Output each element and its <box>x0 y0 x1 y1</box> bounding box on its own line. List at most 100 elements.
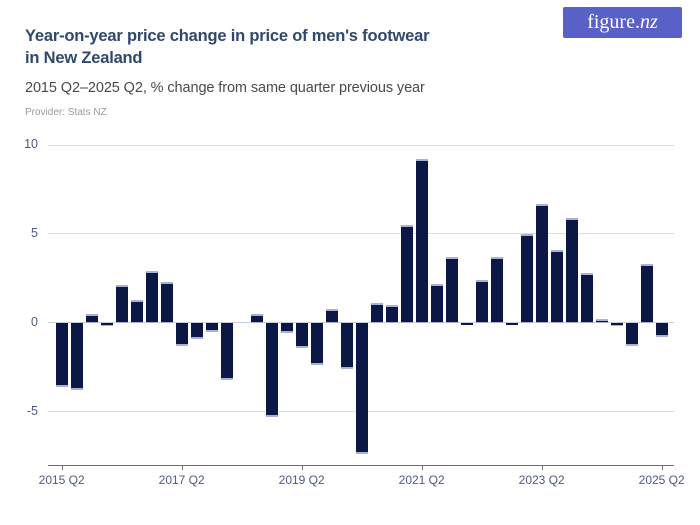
bar-cap <box>310 363 323 366</box>
bar-2015-q2[interactable] <box>55 322 68 387</box>
bar-2023-q3[interactable] <box>550 249 563 323</box>
bar-2022-q1[interactable] <box>460 322 473 325</box>
bar-cap <box>625 343 638 346</box>
figure-nz-logo[interactable]: figure. nz <box>563 7 682 38</box>
bar-cap <box>445 257 458 259</box>
bar-2019-q4[interactable] <box>325 308 338 323</box>
bar-2024-q3[interactable] <box>610 322 623 327</box>
bar-cap <box>190 336 203 339</box>
bar-2021-q2[interactable] <box>415 159 428 323</box>
bar-2024-q2[interactable] <box>595 319 608 323</box>
bar-2017-q2[interactable] <box>175 322 188 346</box>
bar-cap <box>340 366 353 369</box>
x-tick-label-2025-q2: 2025 Q2 <box>638 473 685 487</box>
bar-cap <box>490 257 503 259</box>
bar-cap <box>550 249 563 252</box>
x-tick-2025-q2 <box>661 465 663 470</box>
bar-cap <box>580 273 593 275</box>
bar-2016-q4[interactable] <box>145 271 158 323</box>
bar-2024-q1[interactable] <box>580 273 593 323</box>
title-line-1: Year-on-year price change in price of me… <box>25 27 430 45</box>
bar-2022-q2[interactable] <box>475 280 488 323</box>
bar-cap <box>355 452 368 455</box>
y-tick-label-5: 5 <box>31 225 38 240</box>
bar-2021-q4[interactable] <box>445 257 458 323</box>
bar-cap <box>100 324 113 327</box>
bar-2019-q1[interactable] <box>280 322 293 334</box>
x-tick-2021-q2 <box>421 465 423 470</box>
bar-2025-q1[interactable] <box>640 264 653 323</box>
bar-cap <box>280 331 293 334</box>
provider-label: Provider: Stats NZ <box>25 107 107 118</box>
gridline-5 <box>48 233 674 235</box>
bar-2023-q2[interactable] <box>535 203 548 323</box>
bar-2018-q3[interactable] <box>250 313 263 323</box>
bar-cap <box>295 345 308 348</box>
bar-cap <box>70 388 83 391</box>
y-tick-label-10: 10 <box>24 137 38 151</box>
bar-2018-q1[interactable] <box>220 322 233 380</box>
bar-cap <box>430 283 443 286</box>
bar-cap <box>205 329 218 332</box>
x-tick-label-2017-q2: 2017 Q2 <box>158 473 205 487</box>
x-tick-2015-q2 <box>61 465 63 470</box>
bar-cap <box>640 264 653 267</box>
bar-cap <box>400 225 413 227</box>
bar-2020-q4[interactable] <box>385 305 398 323</box>
bar-cap <box>265 414 278 417</box>
x-tick-label-2023-q2: 2023 Q2 <box>518 473 565 487</box>
x-tick-label-2019-q2: 2019 Q2 <box>278 473 325 487</box>
plot-area <box>48 144 674 466</box>
bar-2021-q3[interactable] <box>430 283 443 323</box>
bar-cap <box>370 303 383 306</box>
bar-cap <box>520 233 533 236</box>
bar-2020-q2[interactable] <box>355 322 368 455</box>
bar-2019-q3[interactable] <box>310 322 323 366</box>
bar-2016-q2[interactable] <box>115 285 128 323</box>
bar-2017-q3[interactable] <box>190 322 203 339</box>
bar-2017-q1[interactable] <box>160 281 173 323</box>
bar-2020-q3[interactable] <box>370 303 383 323</box>
bar-cap <box>55 384 68 387</box>
bar-2023-q1[interactable] <box>520 233 533 323</box>
bar-2021-q1[interactable] <box>400 225 413 323</box>
bar-2022-q4[interactable] <box>505 322 518 325</box>
bar-2024-q4[interactable] <box>625 322 638 346</box>
bar-2018-q4[interactable] <box>265 322 278 417</box>
bar-2025-q2[interactable] <box>655 322 668 337</box>
bar-cap <box>655 334 668 337</box>
bar-2017-q4[interactable] <box>205 322 218 332</box>
bar-2020-q1[interactable] <box>340 322 353 369</box>
bar-cap <box>85 313 98 316</box>
bar-cap <box>415 159 428 162</box>
zero-gridline-overlay <box>48 322 674 324</box>
bar-2016-q3[interactable] <box>130 299 143 323</box>
x-tick-2017-q2 <box>181 465 183 470</box>
bar-2023-q4[interactable] <box>565 217 578 323</box>
bar-2016-q1[interactable] <box>100 322 113 327</box>
x-tick-2019-q2 <box>301 465 303 470</box>
y-tick-label-0: 0 <box>31 314 38 329</box>
logo-text-accent: nz <box>639 11 658 33</box>
bar-cap <box>595 319 608 321</box>
x-tick-2023-q2 <box>541 465 543 470</box>
bar-2019-q2[interactable] <box>295 322 308 348</box>
y-tick-label--5: -5 <box>26 403 38 418</box>
bar-cap <box>115 285 128 288</box>
bar-cap <box>160 281 173 284</box>
bar-2015-q3[interactable] <box>70 322 83 391</box>
bar-cap <box>385 305 398 307</box>
gridline-10 <box>48 144 674 146</box>
bar-cap <box>175 343 188 346</box>
bar-cap <box>325 308 338 311</box>
bar-2022-q3[interactable] <box>490 257 503 323</box>
bar-2015-q4[interactable] <box>85 313 98 323</box>
logo-text-main: figure. <box>587 11 640 33</box>
title-line-2: in New Zealand <box>25 49 143 67</box>
x-tick-label-2021-q2: 2021 Q2 <box>398 473 445 487</box>
bar-cap <box>145 271 158 274</box>
bar-cap <box>475 280 488 283</box>
bar-cap <box>535 203 548 206</box>
bar-cap <box>130 299 143 302</box>
